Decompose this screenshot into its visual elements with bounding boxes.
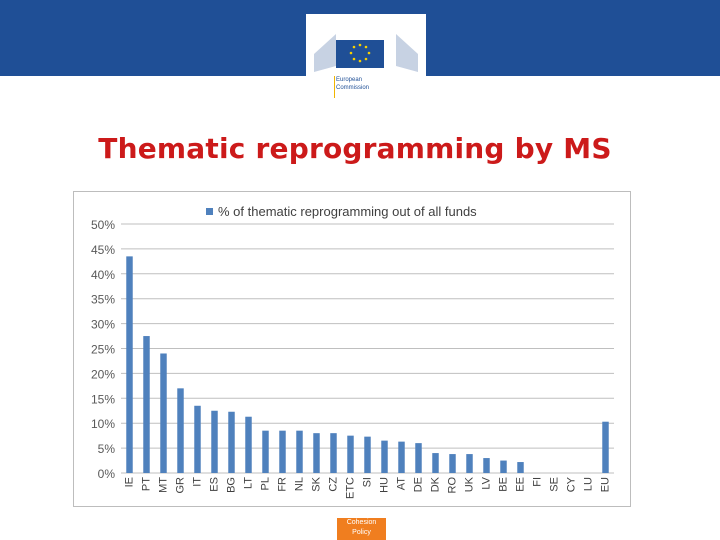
cohesion-policy-badge: Cohesion Policy xyxy=(337,518,386,540)
org-name: European Commission xyxy=(336,76,369,92)
x-tick-label: BE xyxy=(498,477,510,492)
x-tick-label: CY xyxy=(566,476,578,492)
x-tick-label: EU xyxy=(600,477,612,492)
bar xyxy=(483,458,490,473)
x-tick-label: IT xyxy=(192,477,204,487)
x-tick-label: LV xyxy=(481,476,493,489)
y-tick-label: 50% xyxy=(91,218,115,232)
bar xyxy=(415,443,422,473)
y-tick-label: 20% xyxy=(91,367,115,381)
bar xyxy=(245,416,252,473)
x-tick-label: PL xyxy=(260,477,272,490)
y-tick-label: 45% xyxy=(91,243,115,257)
bar xyxy=(364,436,371,473)
x-tick-label: ETC xyxy=(345,477,357,499)
y-tick-label: 40% xyxy=(91,268,115,282)
x-tick-label: SI xyxy=(362,477,374,487)
x-tick-label: BG xyxy=(226,477,238,493)
x-tick-label: DE xyxy=(413,477,425,492)
bar xyxy=(381,440,388,473)
x-tick-label: SK xyxy=(311,476,323,491)
x-tick-label: EE xyxy=(515,477,527,492)
y-tick-label: 0% xyxy=(98,467,116,481)
bar xyxy=(398,441,405,473)
bar xyxy=(330,433,337,473)
bar xyxy=(211,410,218,473)
footer-line1: Cohesion xyxy=(346,519,377,526)
bar xyxy=(228,411,235,473)
x-tick-label: RO xyxy=(447,477,459,494)
y-tick-label: 30% xyxy=(91,318,115,332)
y-tick-label: 25% xyxy=(91,343,115,357)
x-tick-label: LU xyxy=(583,477,595,491)
x-tick-label: FR xyxy=(277,477,289,492)
y-tick-label: 5% xyxy=(98,442,116,456)
x-tick-label: CZ xyxy=(328,477,340,492)
x-tick-label: LT xyxy=(243,477,255,489)
x-tick-label: SE xyxy=(549,477,561,492)
bar xyxy=(279,430,286,473)
x-tick-label: GR xyxy=(175,477,187,494)
y-tick-label: 35% xyxy=(91,293,115,307)
bar xyxy=(602,421,609,473)
bar xyxy=(177,388,184,473)
bar xyxy=(347,435,354,473)
legend-label: % of thematic reprogramming out of all f… xyxy=(218,204,477,219)
bar xyxy=(466,454,473,473)
footer-line2: Policy xyxy=(352,529,371,536)
bar xyxy=(313,433,320,473)
x-tick-label: DK xyxy=(430,476,442,492)
bar xyxy=(449,454,456,473)
org-name-line2: Commission xyxy=(336,85,370,91)
x-tick-label: UK xyxy=(464,476,476,492)
x-tick-label: MT xyxy=(158,477,170,493)
ec-building-icon xyxy=(314,34,418,72)
logo-divider xyxy=(334,76,335,98)
x-tick-label: NL xyxy=(294,477,306,491)
bar xyxy=(500,460,507,473)
bar xyxy=(126,256,133,473)
bar xyxy=(517,462,524,473)
bar xyxy=(160,353,167,473)
x-tick-label: FI xyxy=(532,477,544,487)
x-tick-label: IE xyxy=(124,477,136,487)
x-tick-label: PT xyxy=(141,477,153,491)
bar xyxy=(143,336,150,473)
y-tick-label: 10% xyxy=(91,417,115,431)
org-name-line1: European xyxy=(336,77,363,83)
bar xyxy=(296,430,303,473)
ec-logo: European Commission xyxy=(306,14,426,100)
slide-title: Thematic reprogramming by MS xyxy=(98,132,612,165)
bar xyxy=(194,405,201,473)
bar-chart: 0% 5% 10% 15% 20% 25% 30% 35% 40% 45% 50% IE PT MT GR I… xyxy=(91,204,614,499)
y-tick-label: 15% xyxy=(91,392,115,406)
bar xyxy=(432,453,439,473)
bar xyxy=(262,430,269,473)
x-tick-label: ES xyxy=(209,477,221,492)
chart-frame: 0% 5% 10% 15% 20% 25% 30% 35% 40% 45% 50% IE PT MT GR I… xyxy=(73,191,631,507)
x-tick-label: AT xyxy=(396,477,408,491)
x-tick-label: HU xyxy=(379,477,391,493)
legend-swatch xyxy=(206,208,213,215)
